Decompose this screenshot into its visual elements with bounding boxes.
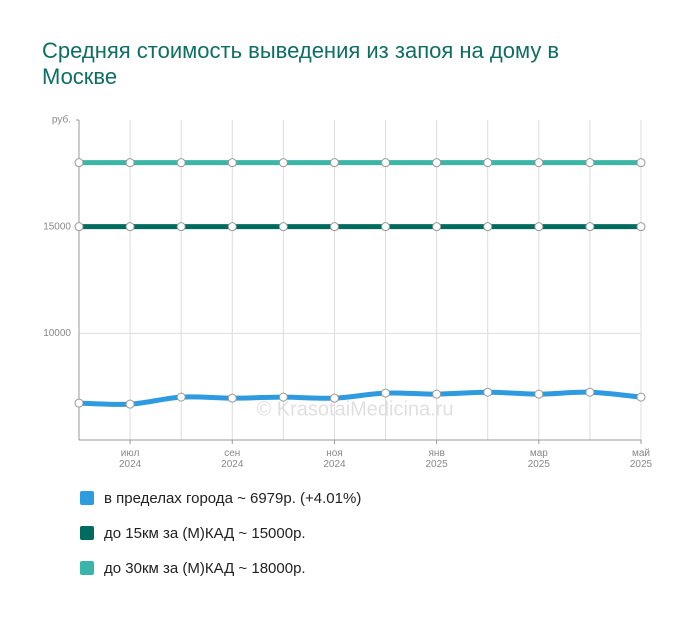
point xyxy=(227,158,237,168)
point xyxy=(381,222,391,232)
point xyxy=(227,222,237,232)
point xyxy=(278,222,288,232)
point xyxy=(534,158,544,168)
point xyxy=(483,158,493,168)
point xyxy=(432,222,442,232)
point xyxy=(278,158,288,168)
x-tick-label: ноя 2024 xyxy=(323,448,346,470)
point xyxy=(636,222,646,232)
point xyxy=(432,389,442,399)
point xyxy=(585,222,595,232)
point xyxy=(636,392,646,402)
point xyxy=(176,158,186,168)
x-tick-label: июл 2024 xyxy=(118,448,142,470)
y-tick-label: руб. xyxy=(52,114,71,126)
legend-label: до 30км за (М)КАД ~ 18000р. xyxy=(104,559,306,577)
point xyxy=(74,398,84,408)
point xyxy=(534,389,544,399)
point xyxy=(381,388,391,398)
point xyxy=(176,392,186,402)
legend-label: до 15км за (М)КАД ~ 15000р. xyxy=(104,524,306,542)
legend-item: в пределах города ~ 6979р. (+4.01%) xyxy=(80,488,361,508)
legend-swatch xyxy=(80,526,94,540)
point xyxy=(74,222,84,232)
legend-swatch xyxy=(80,491,94,505)
point xyxy=(74,158,84,168)
point xyxy=(329,393,339,403)
watermark: © KrasotaiMedicina.ru xyxy=(256,398,453,420)
point xyxy=(329,222,339,232)
x-tick-label: сен 2024 xyxy=(221,448,244,470)
legend-item: до 15км за (М)КАД ~ 15000р. xyxy=(80,523,306,543)
point xyxy=(381,158,391,168)
point xyxy=(329,158,339,168)
legend-label: в пределах города ~ 6979р. (+4.01%) xyxy=(104,489,362,507)
x-tick-label: май 2025 xyxy=(629,448,653,470)
chart-title: Средняя стоимость выведения из запоя на … xyxy=(42,38,560,89)
legend-item: до 30км за (М)КАД ~ 18000р. xyxy=(80,558,306,578)
point xyxy=(585,387,595,397)
y-tick-label: 10000 xyxy=(43,328,71,339)
point xyxy=(534,222,544,232)
point xyxy=(585,158,595,168)
point xyxy=(227,393,237,403)
point xyxy=(432,158,442,168)
point xyxy=(125,158,135,168)
legend-swatch xyxy=(80,561,94,575)
point xyxy=(483,222,493,232)
point xyxy=(278,392,288,402)
y-tick-label: 15000 xyxy=(43,221,71,232)
point xyxy=(636,158,646,168)
x-tick-label: янв 2025 xyxy=(425,448,448,470)
point xyxy=(125,399,135,409)
x-tick-label: мар 2025 xyxy=(527,448,550,470)
point xyxy=(125,222,135,232)
point xyxy=(176,222,186,232)
point xyxy=(483,387,493,397)
